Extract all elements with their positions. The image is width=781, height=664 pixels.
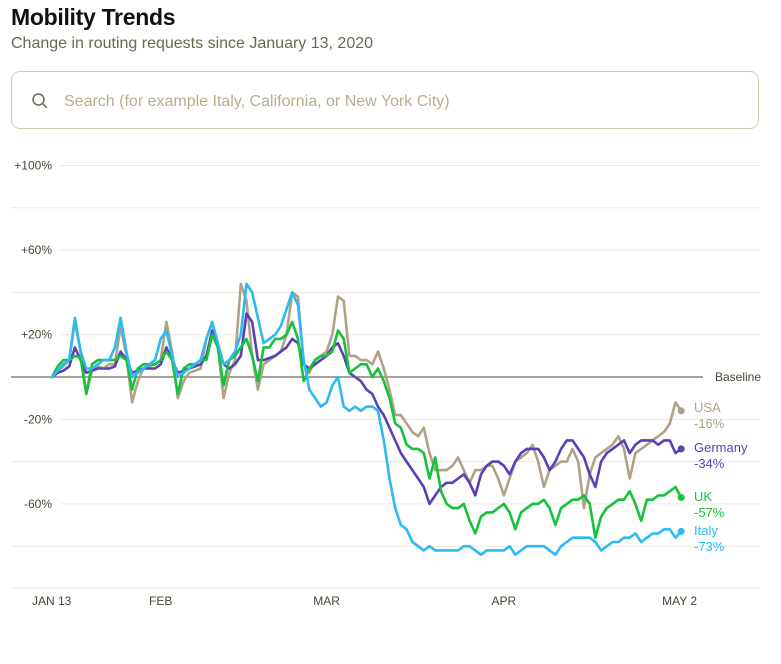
series-endpoint-usa[interactable] <box>677 407 685 415</box>
x-tick-label: MAY 2 <box>662 594 697 608</box>
series-endpoint-italy[interactable] <box>677 527 685 535</box>
series-line-usa[interactable] <box>50 282 683 510</box>
series-line-uk[interactable] <box>50 320 683 540</box>
y-tick-label: +20% <box>21 328 52 342</box>
y-tick-label: -20% <box>24 412 52 426</box>
x-tick-label: MAR <box>313 594 340 608</box>
series-value-label-italy: -73% <box>694 539 725 554</box>
y-tick-label: +60% <box>21 243 52 257</box>
series-end-labels: USA-16% Germany-34% UK-57% Italy-73% <box>694 400 748 554</box>
x-tick-label: JAN 13 <box>32 594 72 608</box>
x-tick-label: FEB <box>149 594 172 608</box>
search-icon <box>32 93 48 109</box>
page-title: Mobility Trends <box>11 4 176 30</box>
series-name-label-uk: UK <box>694 489 712 504</box>
series-value-label-germany: -34% <box>694 456 725 471</box>
series-line-italy[interactable] <box>50 282 683 557</box>
series-line-germany[interactable] <box>50 312 683 506</box>
x-axis-ticks: JAN 13 FEB MAR APR MAY 2 <box>32 594 697 608</box>
series-name-label-italy: Italy <box>694 523 718 538</box>
search-box[interactable] <box>11 71 759 129</box>
series-name-label-germany: Germany <box>694 440 748 455</box>
series-lines <box>50 282 685 557</box>
baseline-label: Baseline <box>715 370 761 384</box>
series-value-label-usa: -16% <box>694 416 725 431</box>
series-value-label-uk: -57% <box>694 505 725 520</box>
series-endpoint-uk[interactable] <box>677 494 685 502</box>
search-input[interactable] <box>62 86 746 118</box>
y-axis-ticks: +100% +60% +20% -20% -60% <box>14 159 52 511</box>
page-subtitle: Change in routing requests since January… <box>11 35 374 52</box>
x-tick-label: APR <box>492 594 517 608</box>
series-name-label-usa: USA <box>694 400 721 415</box>
gridlines <box>11 165 760 589</box>
series-endpoint-germany[interactable] <box>677 445 685 453</box>
y-tick-label: +100% <box>14 159 52 173</box>
y-tick-label: -60% <box>24 497 52 511</box>
